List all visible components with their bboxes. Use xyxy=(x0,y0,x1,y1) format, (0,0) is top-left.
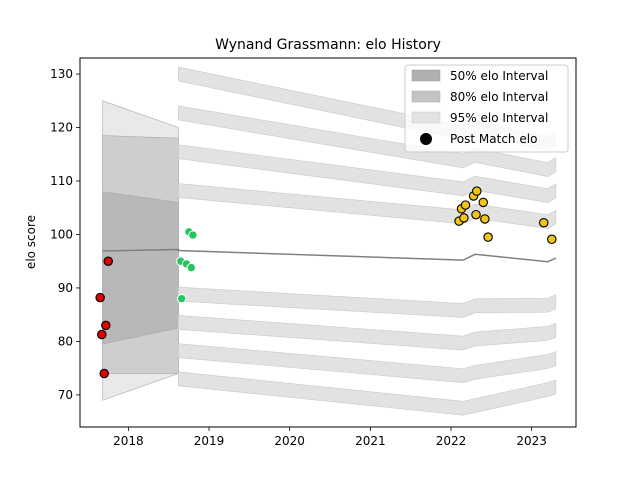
legend-frame xyxy=(404,64,569,153)
band-fan-lower-1 xyxy=(178,343,557,383)
legend-label-95: 95% elo Interval xyxy=(450,111,548,125)
post-match-point-s1-0 xyxy=(176,293,187,304)
post-match-points xyxy=(95,186,557,379)
post-match-point-s0-0 xyxy=(95,292,105,303)
y-axis: 70 80 90 100 110 120 130 xyxy=(50,67,80,402)
legend-swatch-95 xyxy=(411,111,441,124)
legend: 50% elo Interval 80% elo Interval 95% el… xyxy=(404,64,569,153)
post-match-point-s2-8 xyxy=(480,214,490,224)
band-fan-upper-2 xyxy=(178,144,557,203)
post-match-point-s0-2 xyxy=(99,368,109,379)
post-match-point-s2-11 xyxy=(547,234,557,245)
chart-title: Wynand Grassmann: elo History xyxy=(215,37,441,53)
plot-frame xyxy=(79,57,577,428)
x-tick-label-3: 2021 xyxy=(355,434,386,448)
x-axis: 2018 2019 2020 2021 2022 2023 xyxy=(113,427,547,448)
band-p50-2018 xyxy=(102,191,179,345)
post-match-point-s2-3 xyxy=(460,200,471,210)
post-match-point-s2-5 xyxy=(471,209,481,220)
legend-label-post-match: Post Match elo xyxy=(450,132,537,146)
mean-elo-line xyxy=(102,248,557,263)
y-tick-label-5: 120 xyxy=(50,121,73,135)
legend-label-50: 50% elo Interval xyxy=(450,69,548,83)
band-fan-lower-2 xyxy=(178,315,557,351)
post-match-point-s1-5 xyxy=(188,230,198,240)
y-axis-label: elo score xyxy=(24,215,38,269)
post-match-point-s1-3 xyxy=(186,262,196,273)
legend-marker-post-match xyxy=(420,133,432,145)
mean-line xyxy=(102,248,557,263)
y-tick-label-0: 70 xyxy=(58,388,73,402)
y-tick-label-4: 110 xyxy=(50,174,73,188)
y-tick-label-2: 90 xyxy=(58,281,73,295)
post-match-point-s0-4 xyxy=(103,256,113,266)
x-tick-label-4: 2022 xyxy=(436,434,467,448)
post-match-point-s0-1 xyxy=(97,329,107,340)
legend-label-80: 80% elo Interval xyxy=(450,90,548,104)
y-tick-label-1: 80 xyxy=(58,334,73,348)
post-match-point-s2-7 xyxy=(478,197,489,208)
legend-swatch-50 xyxy=(411,69,441,82)
x-tick-label-2: 2020 xyxy=(274,434,305,448)
post-match-point-s2-10 xyxy=(538,217,549,228)
post-match-point-s2-2 xyxy=(459,213,469,223)
y-tick-label-6: 130 xyxy=(50,67,73,81)
y-tick-label-3: 100 xyxy=(50,227,73,241)
legend-swatch-80 xyxy=(411,90,441,103)
post-match-point-s2-9 xyxy=(483,232,493,242)
band-fan-lower-3 xyxy=(178,286,557,318)
post-match-point-s2-6 xyxy=(472,186,482,196)
post-match-point-s0-3 xyxy=(101,320,111,331)
interval-bands xyxy=(102,66,557,416)
x-tick-label-0: 2018 xyxy=(113,434,144,448)
band-fan-lower-0 xyxy=(178,371,557,416)
x-tick-label-5: 2023 xyxy=(516,434,547,448)
x-tick-label-1: 2019 xyxy=(194,434,225,448)
